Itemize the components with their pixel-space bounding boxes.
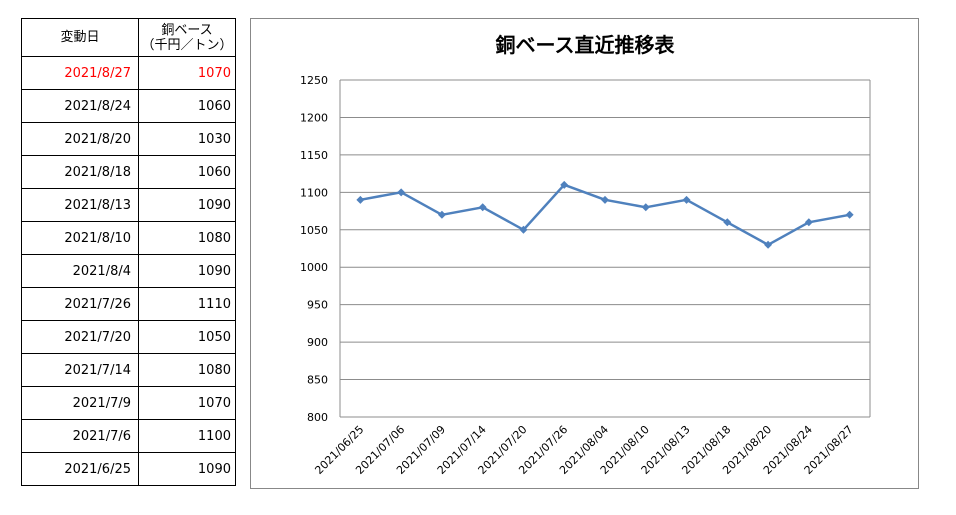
header-price: 銅ベース （千円／トン） [138, 18, 236, 57]
data-point [682, 195, 691, 204]
row-price: 1090 [138, 452, 236, 486]
table-row: 2021/7/14 1080 [21, 353, 236, 387]
row-price: 1050 [138, 320, 236, 354]
x-axis-ticks: 2021/06/252021/07/062021/07/092021/07/14… [312, 423, 855, 477]
row-date: 2021/7/26 [21, 287, 139, 321]
row-price: 1110 [138, 287, 236, 321]
data-point [397, 188, 406, 197]
table-row: 2021/8/10 1080 [21, 221, 236, 255]
y-tick-label: 800 [307, 411, 328, 424]
table-row: 2021/8/13 1090 [21, 188, 236, 222]
row-price: 1090 [138, 188, 236, 222]
row-date: 2021/8/18 [21, 155, 139, 189]
gridlines [339, 79, 871, 418]
row-price: 1100 [138, 419, 236, 453]
header-price-unit: （千円／トン） [141, 37, 233, 53]
y-tick-label: 1000 [300, 261, 328, 274]
table-row: 2021/7/20 1050 [21, 320, 236, 354]
row-date: 2021/8/20 [21, 122, 139, 156]
y-tick-label: 1150 [300, 149, 328, 162]
chart-area: 銅ベース直近推移表 800 850 900 950 1000 1050 1100 1150 12… [250, 18, 919, 489]
row-price: 1030 [138, 122, 236, 156]
line-chart: 銅ベース直近推移表 800 850 900 950 1000 1050 1100 1150 12… [300, 33, 871, 477]
data-point [560, 180, 569, 189]
copper-price-table: 変動日 銅ベース （千円／トン） 2021/8/27 1070 2021/8/24 1… [21, 18, 236, 486]
row-price: 1060 [138, 89, 236, 123]
table-row: 2021/8/20 1030 [21, 122, 236, 156]
data-point [356, 195, 365, 204]
row-date: 2021/7/14 [21, 353, 139, 387]
table-row: 2021/8/18 1060 [21, 155, 236, 189]
y-tick-label: 850 [307, 374, 328, 387]
row-price: 1060 [138, 155, 236, 189]
y-axis-ticks: 800 850 900 950 1000 1050 1100 1150 1200 1250 [300, 74, 328, 424]
header-date: 変動日 [21, 18, 139, 57]
table-row: 2021/7/26 1110 [21, 287, 236, 321]
y-tick-label: 900 [307, 336, 328, 349]
y-tick-label: 950 [307, 299, 328, 312]
data-point [478, 203, 487, 212]
table-row: 2021/7/9 1070 [21, 386, 236, 420]
row-date: 2021/6/25 [21, 452, 139, 486]
y-tick-label: 1250 [300, 74, 328, 87]
y-tick-label: 1100 [300, 186, 328, 199]
row-date: 2021/8/13 [21, 188, 139, 222]
series-line [360, 183, 850, 247]
table-row: 2021/8/27 1070 [21, 56, 236, 90]
row-price: 1090 [138, 254, 236, 288]
table-row: 2021/6/25 1090 [21, 452, 236, 486]
table-row: 2021/7/6 1100 [21, 419, 236, 453]
row-date: 2021/8/4 [21, 254, 139, 288]
data-point [641, 203, 650, 212]
y-tick-label: 1200 [300, 111, 328, 124]
row-price: 1070 [138, 56, 236, 90]
row-date: 2021/8/10 [21, 221, 139, 255]
row-date: 2021/7/6 [21, 419, 139, 453]
chart-title: 銅ベース直近推移表 [496, 33, 676, 57]
table-row: 2021/8/4 1090 [21, 254, 236, 288]
table-body: 2021/8/27 1070 2021/8/24 1060 2021/8/20 1030 2… [21, 56, 236, 486]
data-point [804, 218, 813, 227]
data-point [437, 210, 446, 219]
row-price: 1080 [138, 353, 236, 387]
header-price-title: 銅ベース [161, 22, 213, 38]
row-price: 1070 [138, 386, 236, 420]
table-row: 2021/8/24 1060 [21, 89, 236, 123]
data-point [519, 225, 528, 234]
table-header-row: 変動日 銅ベース （千円／トン） [21, 18, 236, 57]
data-point [845, 210, 854, 219]
row-date: 2021/7/20 [21, 320, 139, 354]
data-point [601, 195, 609, 204]
row-date: 2021/8/24 [21, 89, 139, 123]
data-point [764, 240, 773, 249]
row-price: 1080 [138, 221, 236, 255]
row-date: 2021/8/27 [21, 56, 139, 90]
y-tick-label: 1050 [300, 224, 328, 237]
series-copper [356, 180, 854, 249]
row-date: 2021/7/9 [21, 386, 139, 420]
data-point [723, 218, 732, 227]
